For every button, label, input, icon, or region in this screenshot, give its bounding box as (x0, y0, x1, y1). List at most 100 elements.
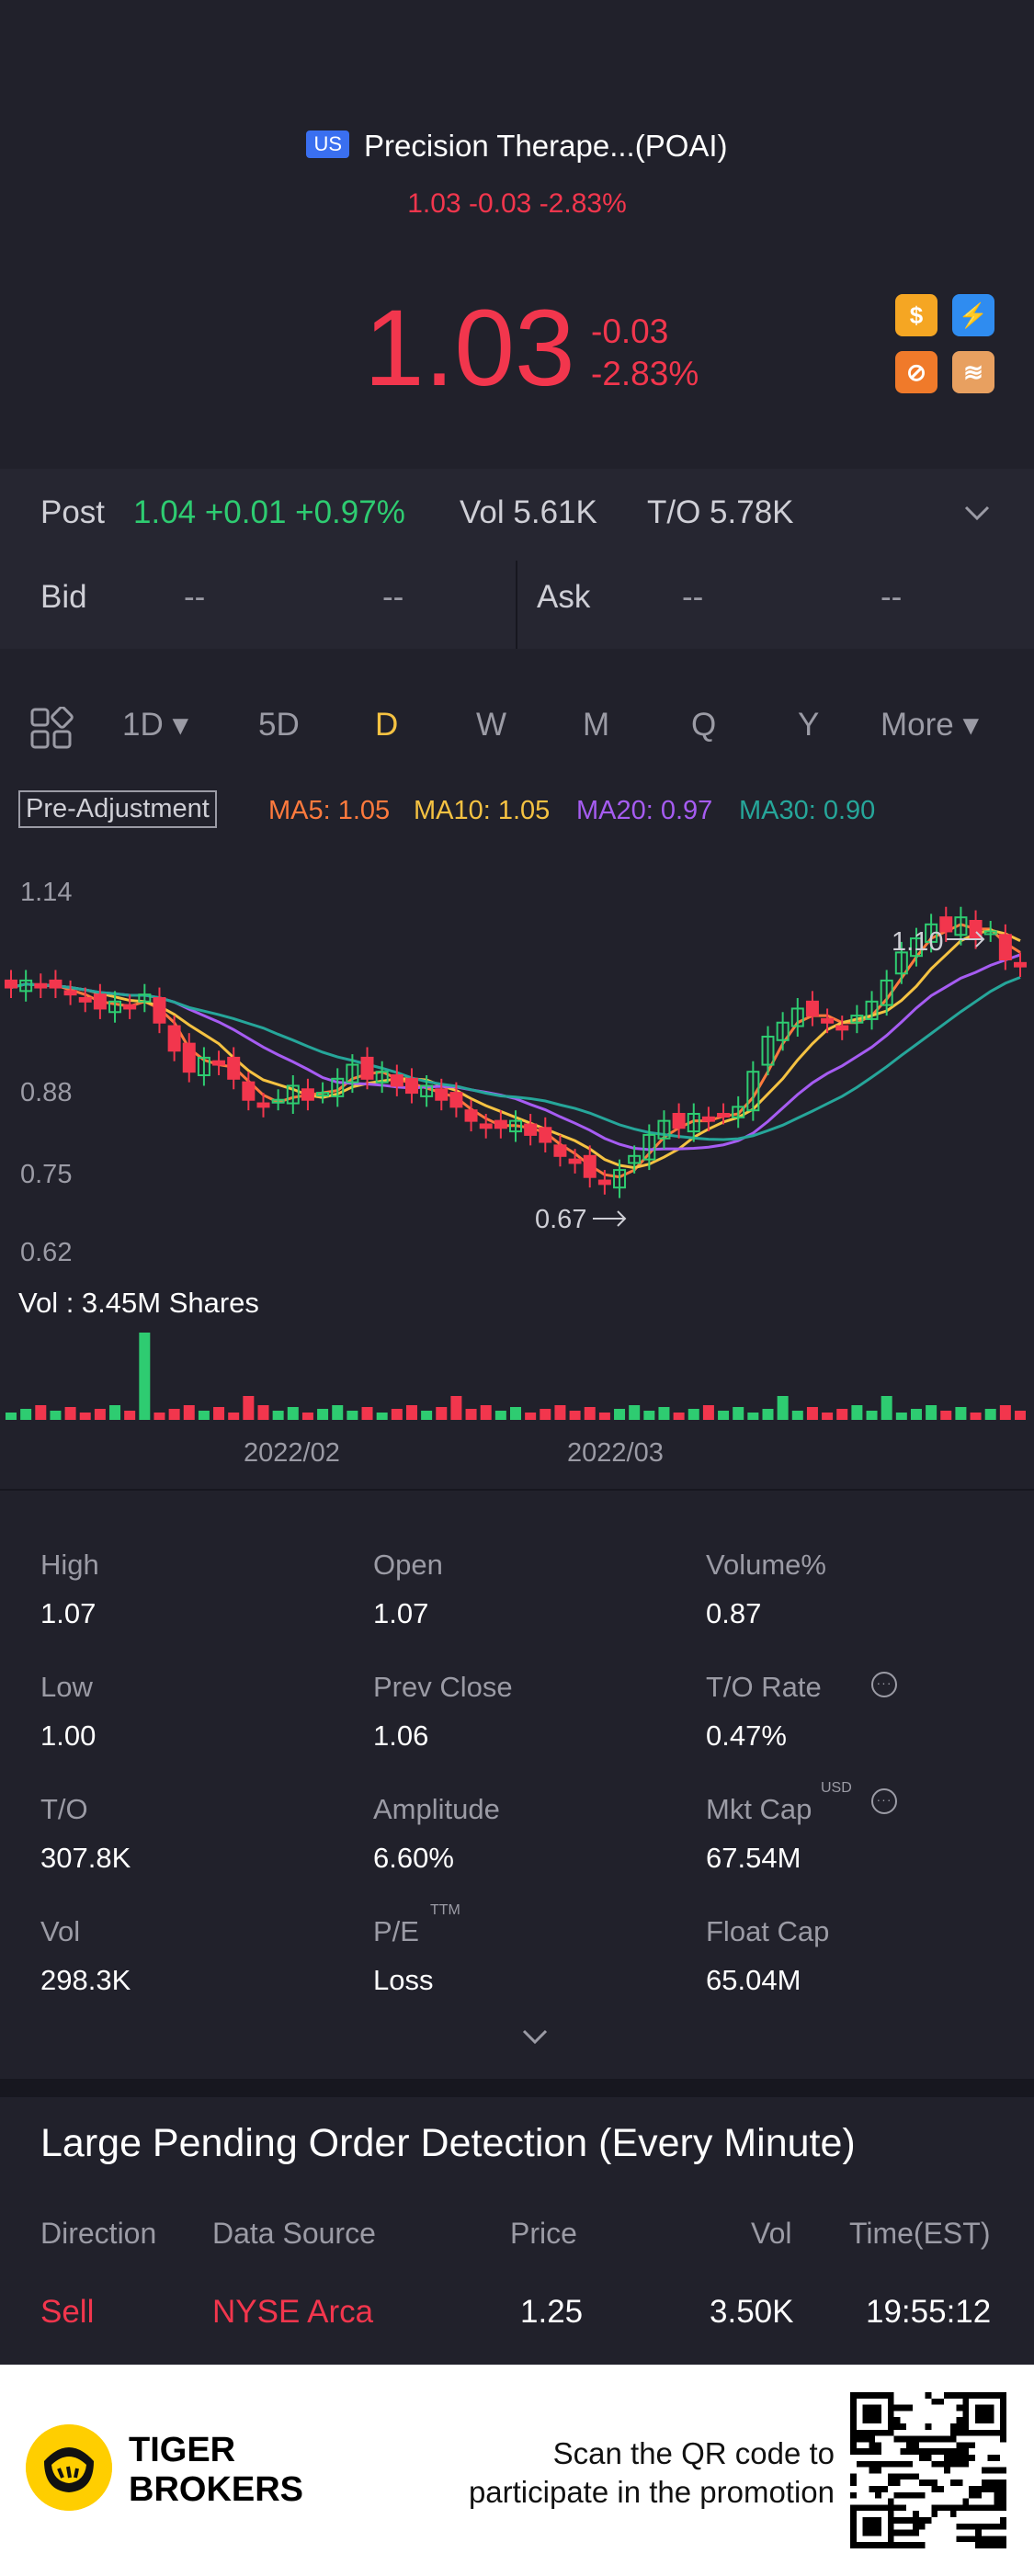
promo-text: participate in the promotion (468, 2475, 835, 2509)
stat-value: 0.87 (706, 1597, 762, 1629)
stat-label: Prev Close (373, 1671, 513, 1703)
stock-title[interactable]: US Precision Therape...(POAI) (0, 129, 1034, 164)
tab-1d[interactable]: 1D ▾ (122, 707, 189, 743)
order-price: 1.25 (520, 2294, 584, 2330)
stock-name: Precision Therape...(POAI) (364, 129, 728, 163)
candle-body (34, 982, 48, 989)
candle-body (271, 1098, 285, 1104)
candle-body (212, 1060, 226, 1066)
candle-body (19, 979, 33, 993)
promo-footer: TIGER BROKERS Scan the QR code to partic… (0, 2365, 1034, 2576)
post-market-row[interactable]: Post 1.04 +0.01 +0.97% Vol 5.61K T/O 5.7… (0, 469, 1034, 561)
volume-bar (20, 1409, 32, 1420)
candle-body (835, 1025, 849, 1031)
tab-w[interactable]: W (476, 707, 507, 743)
candle-body (954, 916, 968, 936)
y-tick-label: 1.14 (20, 878, 72, 907)
volume-bar (984, 1409, 996, 1420)
tab-1d-label: 1D (122, 707, 164, 743)
y-tick-label: 0.75 (20, 1160, 72, 1189)
coins-icon[interactable]: ≋ (952, 351, 994, 393)
volume-bar (124, 1411, 136, 1420)
stat-label: P/E (373, 1915, 419, 1947)
candle-body (420, 1084, 434, 1097)
candle-body (316, 1092, 330, 1097)
volume-bar (525, 1413, 537, 1420)
pre-adjustment-button[interactable]: Pre-Adjustment (18, 790, 217, 828)
volume-bar (643, 1411, 655, 1420)
tab-y[interactable]: Y (798, 707, 820, 743)
tab-d[interactable]: D (375, 707, 399, 743)
volume-bar (687, 1409, 699, 1420)
high-marker: 1.10 (892, 927, 943, 957)
candle-body (790, 1007, 804, 1027)
bid-price: -- (184, 579, 206, 615)
candle-body (524, 1123, 538, 1136)
volume-bar (658, 1407, 670, 1420)
ma30-line (10, 976, 1021, 1141)
post-vol: Vol 5.61K (460, 494, 597, 530)
tab-5d[interactable]: 5D (258, 707, 300, 743)
candle-body (108, 1000, 122, 1014)
ma20-label: MA20: 0.97 (576, 796, 713, 825)
tab-q[interactable]: Q (691, 707, 717, 743)
volume-bar (405, 1405, 417, 1420)
volume-bar (168, 1409, 180, 1420)
low-marker: 0.67 (535, 1205, 586, 1234)
order-direction: Sell (40, 2294, 95, 2330)
candle-body (197, 1056, 210, 1076)
stat-value: 1.07 (40, 1597, 97, 1629)
volume-bar (6, 1413, 17, 1420)
lightning-icon[interactable]: ⚡ (952, 294, 994, 336)
candle-body (346, 1063, 359, 1084)
expand-chevron-icon[interactable] (521, 2027, 549, 2046)
candles (5, 906, 1027, 1198)
post-value: 1.04 +0.01 +0.97% (133, 494, 405, 530)
qr-code[interactable] (850, 2392, 1006, 2548)
stat-value: 307.8K (40, 1842, 131, 1874)
candle-body (256, 1102, 270, 1108)
volume-bar (940, 1411, 952, 1420)
volume-bar (584, 1407, 596, 1420)
post-turnover: T/O 5.78K (647, 494, 794, 530)
column-header: Vol (751, 2217, 792, 2250)
stat-value: 1.00 (40, 1719, 97, 1752)
dollar-icon[interactable]: $ (895, 294, 937, 336)
column-header: Direction (40, 2217, 157, 2250)
volume-bar (999, 1405, 1011, 1420)
volume-bar (436, 1407, 448, 1420)
tab-m[interactable]: M (583, 707, 610, 743)
candle-body (360, 1056, 374, 1080)
layout-grid-icon[interactable] (29, 707, 74, 751)
stat-label: Low (40, 1671, 93, 1703)
volume-bar (50, 1411, 62, 1420)
more-info-icon[interactable]: ··· (871, 1788, 897, 1814)
market-badge: US (306, 131, 349, 159)
volume-bar (391, 1409, 403, 1420)
chevron-down-icon[interactable] (963, 502, 991, 524)
candle-body (63, 990, 77, 996)
candle-body (449, 1092, 463, 1108)
candlestick-chart[interactable]: 1.14 0.88 0.75 0.62 1.10 0.67 (0, 864, 1034, 1424)
candle-body (597, 1179, 611, 1186)
x-axis-date: 2022/02 (244, 1438, 340, 1468)
volume-bar (866, 1411, 878, 1420)
volume-bar (301, 1413, 313, 1420)
ttm-superscript: TTM (430, 1902, 460, 1918)
more-info-icon[interactable]: ··· (871, 1672, 897, 1697)
tab-more[interactable]: More ▾ (881, 707, 980, 743)
candle-body (78, 997, 92, 1003)
volume-bar (480, 1405, 492, 1420)
candle-body (227, 1056, 241, 1080)
stat-value: 1.06 (373, 1719, 429, 1752)
brand-name: BROKERS (129, 2470, 304, 2509)
volume-bar (955, 1407, 967, 1420)
candle-body (509, 1119, 522, 1133)
candle-body (464, 1109, 478, 1122)
candle-body (479, 1123, 493, 1129)
no-short-icon[interactable]: ⊘ (895, 351, 937, 393)
volume-bar (109, 1405, 121, 1420)
volume-bar (777, 1396, 789, 1420)
candle-body (776, 1021, 790, 1041)
change-percent: -2.83% (591, 355, 699, 393)
